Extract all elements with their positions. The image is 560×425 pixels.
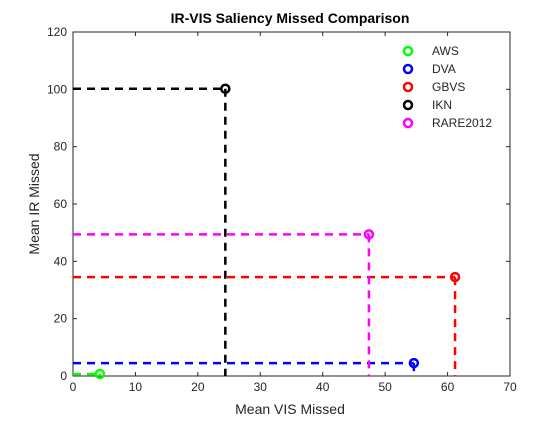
- plot-area: 0 10 20 30 40 50 60 70 0 20 40 60 80 100 120 AWS DVA GBVS…: [47, 25, 517, 394]
- x-tick-label: 50: [378, 380, 392, 394]
- legend-label: IKN: [432, 98, 452, 112]
- x-tick-label: 70: [503, 380, 517, 394]
- y-tick-label: 60: [54, 197, 68, 211]
- legend-marker: [402, 99, 414, 111]
- legend-marker: [402, 63, 414, 75]
- y-tick-label: 100: [47, 82, 67, 96]
- legend-marker: [402, 45, 414, 57]
- data-point: [449, 271, 461, 283]
- legend-label: DVA: [432, 62, 456, 76]
- y-axis-title: Mean IR Missed: [26, 153, 42, 254]
- data-point: [94, 368, 106, 380]
- legend-marker: [402, 117, 414, 129]
- legend-label: AWS: [432, 44, 459, 58]
- legend-marker: [402, 81, 414, 93]
- x-tick-label: 40: [316, 380, 330, 394]
- data-point: [363, 229, 375, 240]
- legend-label: RARE2012: [432, 116, 492, 130]
- y-tick-label: 40: [54, 254, 68, 268]
- legend-label: GBVS: [432, 80, 465, 94]
- y-tick-label: 0: [60, 369, 67, 383]
- data-point: [220, 83, 231, 95]
- data-point: [408, 357, 420, 369]
- x-tick-label: 0: [70, 380, 77, 394]
- x-tick-label: 30: [254, 380, 268, 394]
- x-axis-title: Mean VIS Missed: [235, 401, 345, 417]
- x-tick-label: 60: [441, 380, 455, 394]
- chart-title: IR-VIS Saliency Missed Comparison: [171, 10, 410, 26]
- x-tick-label: 20: [191, 380, 205, 394]
- y-tick-label: 20: [54, 312, 68, 326]
- x-tick-label: 10: [129, 380, 143, 394]
- y-tick-label: 80: [54, 140, 68, 154]
- y-tick-label: 120: [47, 25, 67, 39]
